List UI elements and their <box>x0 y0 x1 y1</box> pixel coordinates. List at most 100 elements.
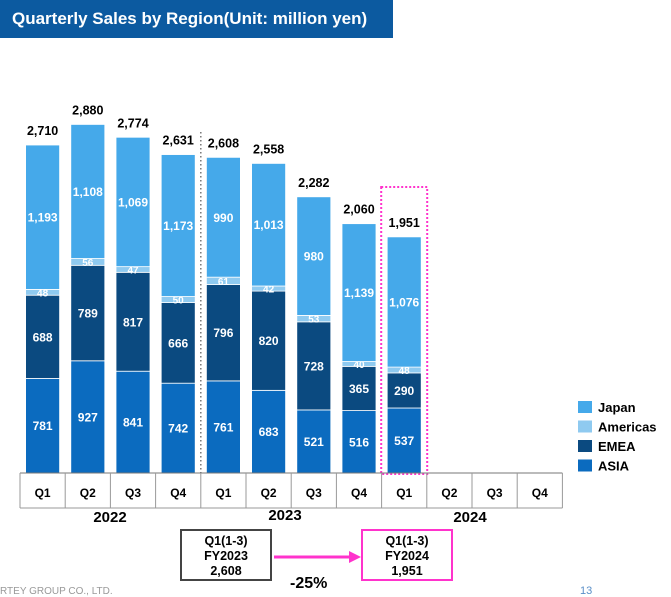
total-label-3: 2,631 <box>163 134 194 148</box>
bar-emea-8 <box>386 372 422 409</box>
bar-emea-6 <box>296 321 332 411</box>
year-label-2023: 2023 <box>268 507 301 524</box>
bar-asia-0 <box>25 378 61 474</box>
x-tick-label-6: Q3 <box>306 486 322 500</box>
data-label-asia-6: 521 <box>304 435 324 449</box>
x-tick-label-4: Q1 <box>215 486 231 500</box>
data-label-japan-0: 1,193 <box>28 211 58 225</box>
legend-label-emea: EMEA <box>598 439 636 454</box>
data-label-japan-7: 1,139 <box>344 286 374 300</box>
data-label-emea-8: 290 <box>394 384 414 398</box>
bar-asia-8 <box>386 407 422 474</box>
total-label-5: 2,558 <box>253 142 284 156</box>
x-tick-label-2: Q3 <box>125 486 141 500</box>
comparison-cur-value: 1,951 <box>391 564 423 578</box>
data-label-emea-5: 820 <box>259 334 279 348</box>
bar-japan-6 <box>296 196 332 316</box>
footer-company-text: RTEY GROUP CO., LTD. <box>0 586 113 597</box>
total-label-4: 2,608 <box>208 136 239 150</box>
comparison-arrow-head <box>349 551 361 563</box>
total-label-2: 2,774 <box>117 116 148 130</box>
total-label-1: 2,880 <box>72 103 103 117</box>
page-number: 13 <box>580 585 593 597</box>
data-label-emea-6: 728 <box>304 359 324 373</box>
data-label-asia-1: 927 <box>78 410 98 424</box>
data-label-americas-6: 53 <box>308 315 320 326</box>
bar-japan-8 <box>386 236 422 368</box>
bar-asia-6 <box>296 409 332 474</box>
bar-japan-2 <box>115 136 151 268</box>
data-label-japan-1: 1,108 <box>73 185 103 199</box>
bar-emea-3 <box>160 302 196 384</box>
total-label-7: 2,060 <box>343 203 374 217</box>
data-label-japan-3: 1,173 <box>163 219 193 233</box>
legend-label-americas: Americas <box>598 420 657 435</box>
data-label-americas-4: 61 <box>218 277 230 288</box>
chart-title: Quarterly Sales by Region(Unit: million … <box>0 0 393 38</box>
x-tick-label-8: Q1 <box>396 486 412 500</box>
data-label-americas-0: 48 <box>37 288 49 299</box>
comparison-box-fy2024: Q1(1-3) FY2024 1,951 <box>361 529 453 581</box>
bar-emea-1 <box>70 264 106 362</box>
legend-label-japan: Japan <box>598 400 636 415</box>
comparison-prev-value: 2,608 <box>210 564 242 578</box>
data-label-asia-5: 683 <box>259 425 279 439</box>
data-label-asia-0: 781 <box>33 419 53 433</box>
x-tick-label-11: Q4 <box>532 486 548 500</box>
data-label-asia-3: 742 <box>168 422 188 436</box>
data-label-americas-8: 48 <box>399 366 411 377</box>
data-label-emea-4: 796 <box>213 326 233 340</box>
highlight-box <box>380 186 429 475</box>
bar-japan-5 <box>251 162 287 287</box>
comparison-prev-year: FY2023 <box>204 549 248 563</box>
data-label-asia-2: 841 <box>123 416 143 430</box>
data-label-americas-5: 42 <box>263 285 275 296</box>
x-tick-label-5: Q2 <box>261 486 277 500</box>
data-label-emea-1: 789 <box>78 307 98 321</box>
data-label-emea-7: 365 <box>349 382 369 396</box>
data-label-americas-7: 40 <box>353 360 365 371</box>
year-label-2024: 2024 <box>453 509 487 526</box>
x-tick-label-10: Q3 <box>487 486 503 500</box>
bar-japan-0 <box>25 144 61 290</box>
data-label-japan-5: 1,013 <box>254 218 284 232</box>
total-label-0: 2,710 <box>27 124 58 138</box>
bar-emea-5 <box>251 290 287 391</box>
data-label-japan-6: 980 <box>304 250 324 264</box>
bar-japan-7 <box>341 223 377 362</box>
bar-emea-2 <box>115 271 151 372</box>
bar-asia-4 <box>205 380 241 474</box>
data-label-emea-2: 817 <box>123 315 143 329</box>
data-label-americas-1: 56 <box>82 258 94 269</box>
comparison-prev-period: Q1(1-3) <box>204 534 248 548</box>
legend-swatch-japan <box>578 401 592 413</box>
comparison-cur-year: FY2024 <box>385 549 429 563</box>
x-tick-label-0: Q1 <box>35 486 51 500</box>
data-label-asia-7: 516 <box>349 435 369 449</box>
total-label-6: 2,282 <box>298 176 329 190</box>
x-tick-label-3: Q4 <box>170 486 186 500</box>
total-label-8: 1,951 <box>389 216 420 230</box>
data-label-japan-8: 1,076 <box>389 295 419 309</box>
year-label-2022: 2022 <box>93 509 126 526</box>
bar-japan-3 <box>160 154 196 297</box>
data-label-americas-2: 47 <box>127 265 139 276</box>
legend-swatch-asia <box>578 459 592 472</box>
data-label-americas-3: 50 <box>173 296 185 307</box>
data-label-japan-2: 1,069 <box>118 195 148 209</box>
x-tick-label-1: Q2 <box>80 486 96 500</box>
data-label-emea-0: 688 <box>33 330 53 344</box>
legend-swatch-americas <box>578 420 592 433</box>
legend-swatch-emea <box>578 440 592 452</box>
data-label-japan-4: 990 <box>213 211 233 225</box>
x-tick-label-9: Q2 <box>441 486 457 500</box>
bar-japan-1 <box>70 124 106 259</box>
comparison-cur-period: Q1(1-3) <box>385 534 429 548</box>
x-tick-label-7: Q4 <box>351 486 367 500</box>
bar-asia-3 <box>160 382 196 474</box>
data-label-asia-8: 537 <box>394 434 414 448</box>
data-label-emea-3: 666 <box>168 336 188 350</box>
bar-emea-7 <box>341 365 377 411</box>
bar-japan-4 <box>205 156 241 278</box>
